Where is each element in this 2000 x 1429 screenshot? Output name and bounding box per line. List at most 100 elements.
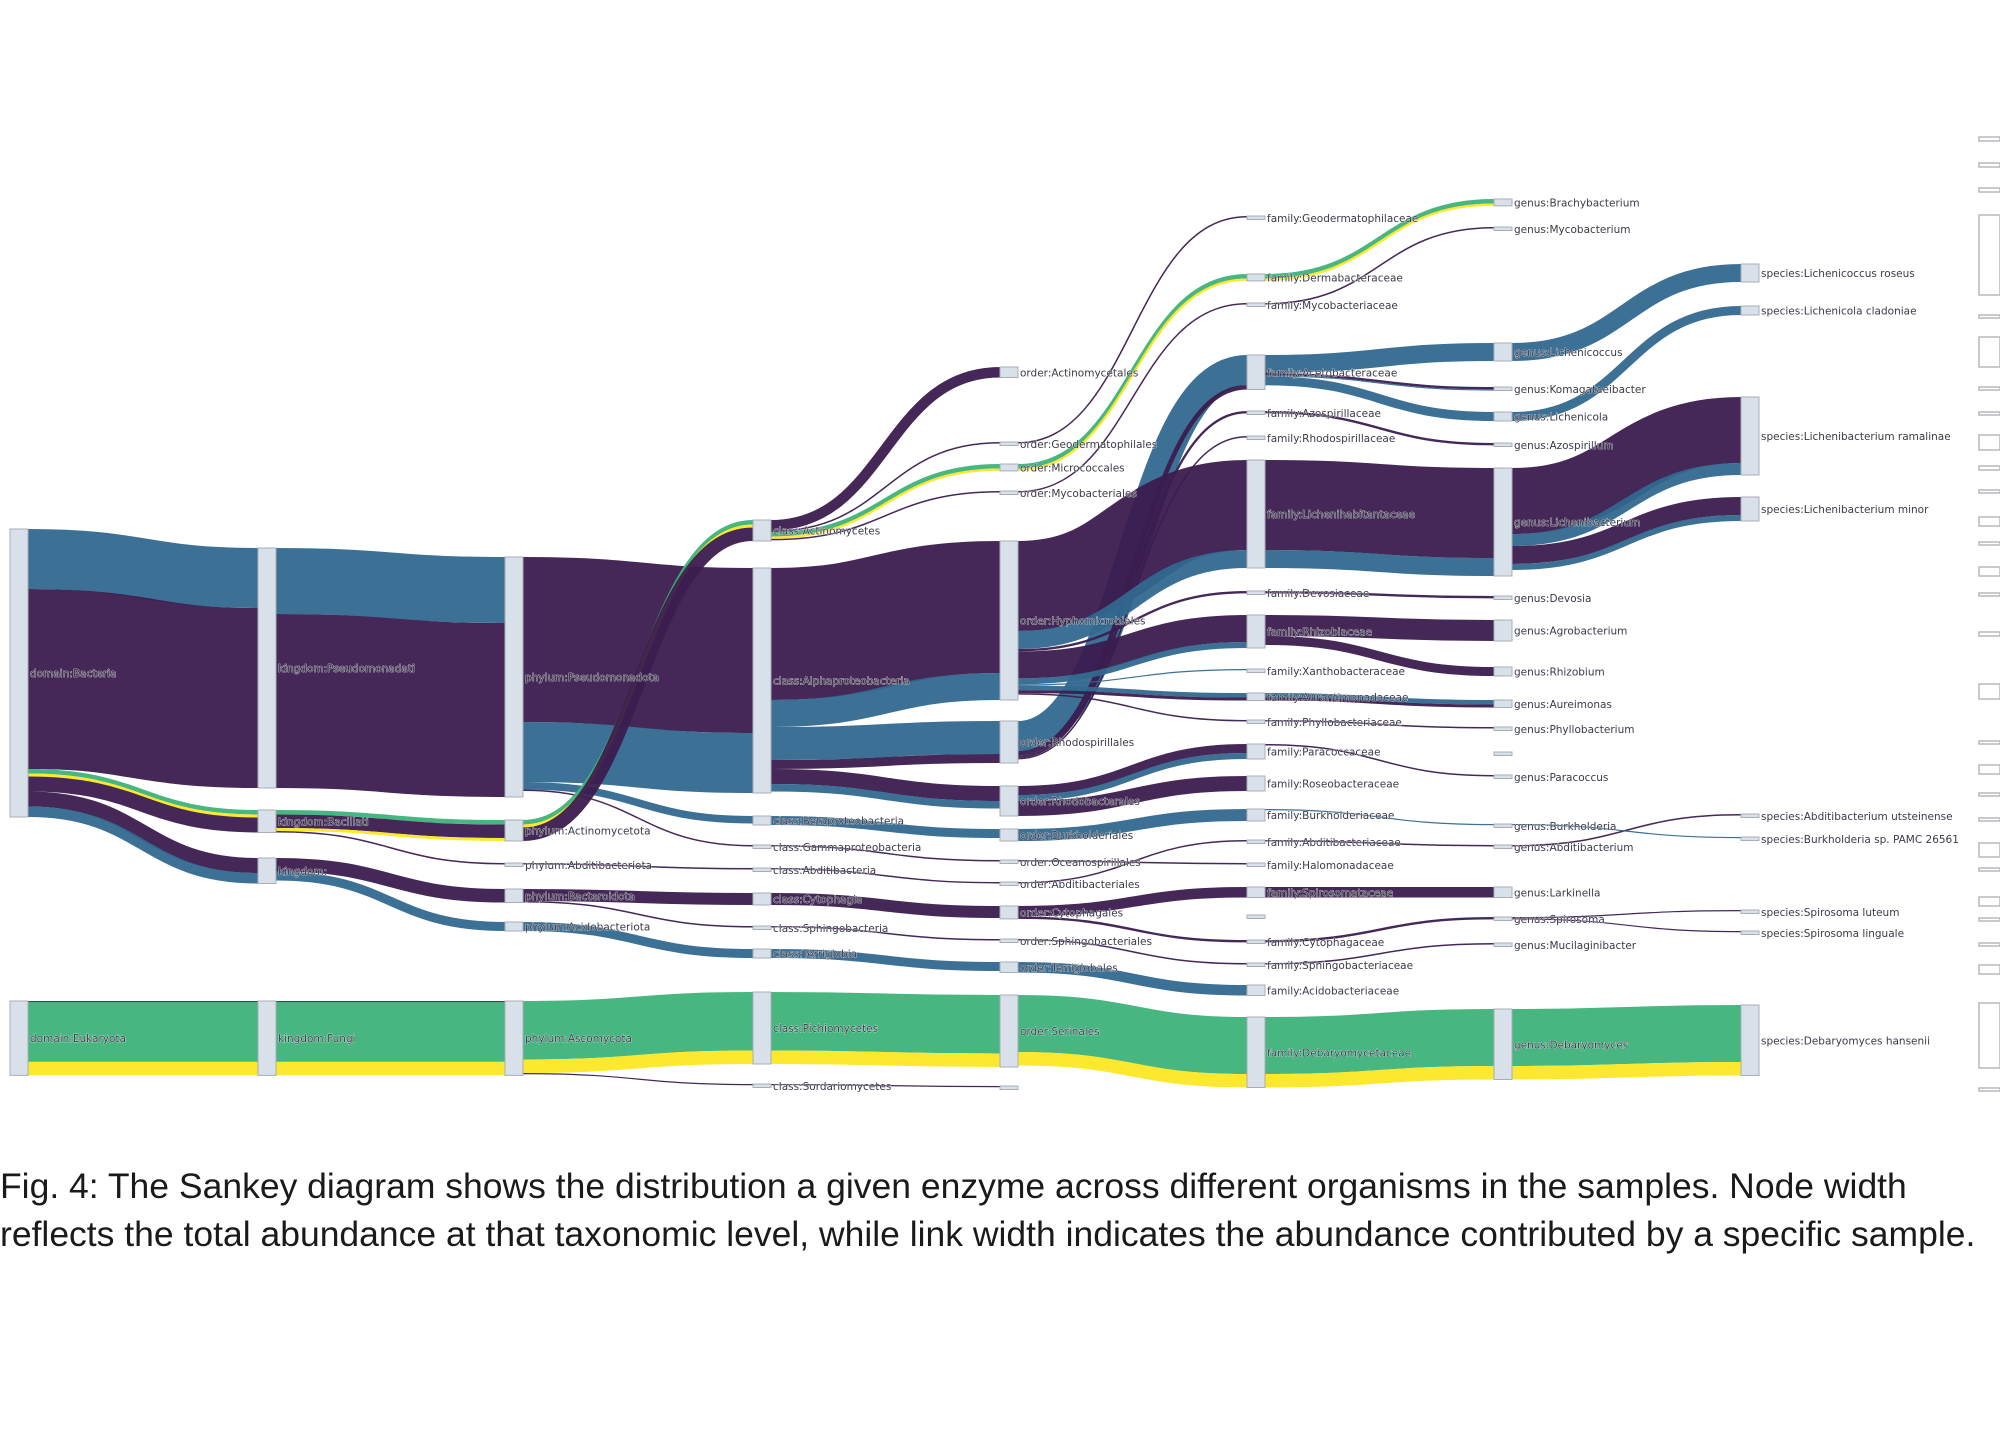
sankey-node[interactable]: family:Azospirillaceae [1246, 407, 1381, 420]
sankey-link-purple[interactable] [1017, 840, 1248, 884]
sankey-link-purple[interactable] [1264, 720, 1495, 729]
node-bar[interactable] [1246, 862, 1266, 867]
sankey-node[interactable]: genus:Larkinella [1493, 886, 1601, 900]
node-bar[interactable] [999, 859, 1019, 864]
sankey-link-green[interactable] [27, 769, 259, 815]
sankey-node[interactable]: class:Cytophagia [752, 892, 863, 906]
sankey-node[interactable]: kingdom:Fungi [257, 1000, 356, 1076]
sankey-node[interactable]: genus:Lichenicola [1493, 411, 1609, 424]
node-bar[interactable] [1740, 930, 1760, 935]
node-bar[interactable] [1246, 808, 1266, 822]
node-bar[interactable] [1740, 909, 1760, 914]
node-bar[interactable] [1493, 699, 1513, 708]
sankey-link-yellow[interactable] [1264, 1066, 1495, 1088]
sankey-link-purple[interactable] [770, 893, 1001, 918]
sankey-node[interactable]: genus:Burkholderia [1493, 820, 1617, 833]
sankey-link-purple[interactable] [1017, 615, 1248, 679]
sankey-node[interactable]: domain:Eukaryota [9, 1000, 126, 1076]
sankey-node[interactable]: species:Abditibacterium utsteinense [1740, 810, 1953, 823]
node-bar[interactable] [1740, 1004, 1760, 1076]
sankey-node[interactable]: order:Serinales [999, 994, 1100, 1068]
node-bar[interactable] [752, 925, 772, 930]
node-bar[interactable] [504, 1000, 524, 1076]
node-bar[interactable] [999, 720, 1019, 764]
sankey-link-blue[interactable] [1017, 753, 1248, 801]
sankey-link-blue[interactable] [522, 722, 754, 793]
node-bar[interactable] [1493, 226, 1513, 231]
sankey-node[interactable]: order:Micrococcales [999, 462, 1125, 475]
sankey-link-purple[interactable] [1264, 917, 1495, 943]
sankey-link-blue[interactable] [522, 922, 754, 958]
sankey-node[interactable]: order:Rhodospirillales [999, 720, 1135, 764]
node-bar[interactable] [504, 921, 524, 932]
node-bar[interactable] [1246, 614, 1266, 649]
node-bar[interactable] [752, 1083, 772, 1088]
sankey-link-purple[interactable] [1017, 693, 1248, 722]
sankey-link-blue[interactable] [1017, 550, 1248, 649]
sankey-node[interactable]: genus:Mycobacterium [1493, 223, 1631, 236]
sankey-node[interactable]: order:Sphingobacteriales [999, 935, 1152, 948]
sankey-link-purple[interactable] [1264, 840, 1495, 847]
sankey-link-purple[interactable] [1017, 887, 1248, 917]
node-bar[interactable] [752, 892, 772, 906]
sankey-link-blue[interactable] [770, 721, 1001, 760]
sankey-node[interactable]: order:Geodermatophilales [999, 438, 1158, 451]
node-bar[interactable] [504, 888, 524, 903]
node-bar[interactable] [999, 938, 1019, 943]
sankey-node[interactable]: family:Xanthobacteraceae [1246, 665, 1405, 678]
sankey-link-blue[interactable] [1264, 693, 1495, 705]
sankey-node[interactable]: class:Sphingobacteria [752, 922, 889, 935]
sankey-node[interactable]: order:Abditibacteriales [999, 878, 1140, 891]
sankey-node[interactable]: order:Actinomycetales [999, 366, 1139, 380]
sankey-node[interactable]: family:Devosiaceae [1246, 587, 1370, 600]
sankey-link-purple[interactable] [275, 831, 506, 865]
sankey-link-yellow[interactable] [770, 468, 1001, 539]
sankey-link-purple[interactable] [1264, 411, 1495, 446]
sankey-node[interactable]: family:Sphingobacteriaceae [1246, 959, 1413, 972]
sankey-link-blue[interactable] [27, 529, 259, 608]
node-bar[interactable] [752, 948, 772, 959]
sankey-link-blue[interactable] [1264, 343, 1495, 373]
sankey-node[interactable]: phylum:Abditibacteriota [504, 859, 652, 872]
sankey-link-green[interactable] [1264, 1009, 1495, 1074]
node-bar[interactable] [9, 1000, 29, 1076]
sankey-link-purple[interactable] [770, 491, 1001, 541]
node-bar[interactable] [999, 441, 1019, 446]
sankey-node[interactable]: family:Abditibacteriaceae [1246, 836, 1401, 849]
node-bar[interactable] [1493, 844, 1513, 849]
node-bar[interactable] [1246, 302, 1266, 307]
sankey-link-purple[interactable] [1017, 776, 1248, 816]
sankey-node[interactable]: family:Paracoccaceae [1246, 743, 1381, 760]
sankey-node[interactable]: domain:Bacteria [9, 528, 117, 818]
sankey-node[interactable]: kingdom:Bacillati [257, 809, 369, 833]
node-bar[interactable] [1493, 619, 1513, 642]
node-bar[interactable] [1493, 886, 1513, 898]
sankey-node[interactable]: family:Lichenihabitantaceae [1246, 459, 1415, 569]
node-bar[interactable] [1493, 386, 1513, 391]
sankey-node[interactable]: class:Pichiomycetes [752, 991, 878, 1065]
sankey-node[interactable]: kingdom: [257, 857, 327, 884]
sankey-link-purple[interactable] [522, 863, 754, 870]
node-bar[interactable] [752, 867, 772, 872]
sankey-link-purple[interactable] [1017, 303, 1248, 493]
sankey-link-purple[interactable] [1264, 943, 1495, 965]
sankey-link-purple[interactable] [1017, 744, 1248, 795]
sankey-node[interactable]: genus:Agrobacterium [1493, 619, 1628, 642]
sankey-link-blue[interactable] [770, 949, 1001, 971]
node-bar[interactable] [1246, 435, 1266, 440]
sankey-node[interactable]: genus:Aureimonas [1493, 698, 1612, 711]
node-bar[interactable] [999, 490, 1019, 495]
node-bar[interactable] [1493, 1008, 1513, 1080]
sankey-link-purple[interactable] [770, 845, 1001, 862]
sankey-node[interactable]: species:Spirosoma luteum [1740, 906, 1900, 919]
node-bar[interactable] [1246, 839, 1266, 844]
node-bar[interactable] [999, 785, 1019, 817]
sankey-link-purple[interactable] [522, 527, 754, 841]
node-bar[interactable] [1246, 215, 1266, 220]
sankey-link-purple[interactable] [522, 901, 754, 928]
sankey-link-blue[interactable] [1017, 809, 1248, 841]
node-bar[interactable] [1246, 410, 1266, 415]
node-bar[interactable] [504, 862, 524, 867]
node-bar[interactable] [504, 819, 524, 842]
sankey-link-purple[interactable] [27, 589, 259, 788]
